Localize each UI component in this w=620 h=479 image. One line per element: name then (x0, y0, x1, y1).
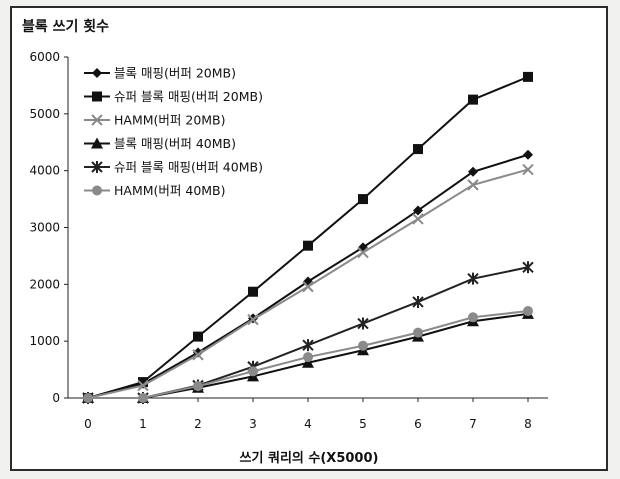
data-point (468, 312, 478, 323)
y-tick-label: 0 (52, 391, 60, 405)
data-point (137, 379, 149, 392)
data-point (83, 393, 93, 403)
legend-item: 블록 매핑(버퍼 40MB) (84, 136, 236, 151)
y-tick-label: 6000 (29, 50, 60, 64)
data-point (247, 313, 259, 326)
legend-marker (91, 114, 103, 126)
data-point (192, 349, 204, 361)
y-tick-label: 1000 (29, 334, 60, 348)
data-point (468, 94, 478, 105)
x-tick-label: 3 (249, 417, 257, 431)
data-point (468, 166, 478, 177)
y-tick-label: 5000 (29, 107, 60, 121)
legend-marker (91, 137, 103, 149)
legend-item: HAMM(버퍼 40MB) (84, 183, 226, 198)
x-tick-label: 5 (359, 417, 367, 431)
data-point (522, 261, 534, 274)
data-point (193, 381, 203, 392)
data-point (357, 246, 369, 259)
series-6 (83, 306, 533, 403)
data-point (303, 352, 313, 363)
y-tick-label: 2000 (29, 277, 60, 291)
data-point (467, 179, 479, 191)
legend-label: HAMM(버퍼 20MB) (114, 113, 226, 128)
legend-item: HAMM(버퍼 20MB) (84, 113, 226, 128)
data-point (302, 356, 314, 368)
legend-marker (92, 68, 102, 78)
x-tick-label: 4 (304, 417, 312, 431)
data-point (303, 240, 313, 251)
legend-marker (91, 161, 103, 173)
data-point (138, 393, 148, 403)
x-tick-label: 6 (414, 417, 422, 431)
data-point (413, 205, 423, 216)
chart-title: 블록 쓰기 횟수 (22, 18, 109, 35)
data-point (413, 144, 423, 155)
legend-label: HAMM(버퍼 40MB) (114, 183, 226, 198)
data-point (248, 286, 258, 297)
data-point (413, 327, 423, 338)
y-tick-label: 4000 (29, 164, 60, 178)
data-point (358, 194, 368, 205)
x-tick-label: 2 (194, 417, 202, 431)
data-point (523, 306, 533, 317)
x-tick-label: 1 (139, 417, 147, 431)
data-point (412, 295, 424, 308)
data-point (467, 272, 479, 285)
data-point (412, 213, 424, 225)
legend-label: 슈퍼 블록 매핑(버퍼 20MB) (114, 89, 263, 104)
data-point (522, 163, 534, 176)
data-point (302, 280, 314, 293)
legend-label: 블록 매핑(버퍼 40MB) (114, 136, 236, 151)
legend-marker (92, 91, 102, 102)
x-tick-label: 8 (524, 417, 532, 431)
x-axis-label: 쓰기 쿼리의 수(X5000) (240, 450, 379, 466)
y-tick-label: 3000 (29, 221, 60, 235)
legend-item: 슈퍼 블록 매핑(버퍼 20MB) (84, 89, 263, 104)
data-point (523, 149, 533, 160)
x-tick-label: 7 (469, 417, 477, 431)
data-point (138, 377, 148, 388)
legend-item: 슈퍼 블록 매핑(버퍼 40MB) (84, 160, 263, 175)
data-point (193, 347, 203, 358)
x-tick-label: 0 (84, 417, 92, 431)
legend-marker (92, 185, 102, 196)
data-point (357, 317, 369, 330)
data-point (523, 71, 533, 82)
data-point (248, 366, 258, 377)
legend-label: 슈퍼 블록 매핑(버퍼 40MB) (114, 160, 263, 175)
legend-label: 블록 매핑(버퍼 20MB) (114, 66, 236, 81)
legend-item: 블록 매핑(버퍼 20MB) (84, 66, 236, 81)
data-point (193, 331, 203, 342)
data-point (358, 340, 368, 351)
data-point (302, 339, 314, 352)
